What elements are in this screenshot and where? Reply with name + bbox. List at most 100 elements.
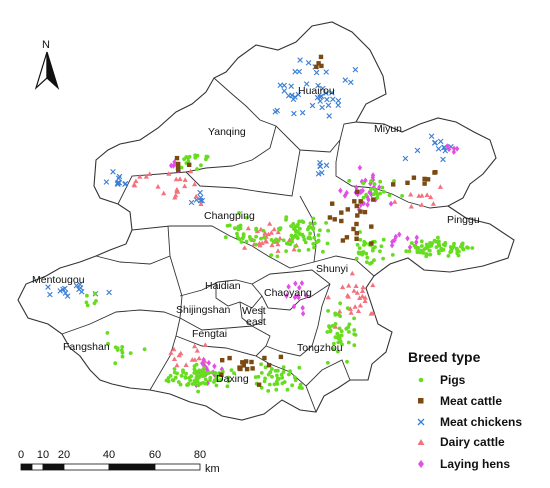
dairy-cattle-point (192, 343, 198, 349)
meat-cattle-point (358, 199, 363, 204)
laying-hens-point (171, 162, 176, 169)
pigs-point (210, 370, 214, 375)
pigs-point (184, 371, 189, 376)
pigs-point (303, 240, 308, 245)
scale-tick-40: 40 (103, 449, 115, 461)
dairy-cattle-point (419, 202, 425, 207)
dairy-cattle-point (262, 230, 268, 235)
pigs-point (390, 253, 395, 257)
meat-chickens-point (115, 180, 121, 186)
meat-cattle-point (344, 235, 350, 240)
laying-hens-point (212, 363, 217, 370)
meat-cattle-point (314, 64, 319, 69)
pigs-point (336, 349, 340, 354)
meat-cattle-point (358, 209, 363, 214)
legend-item-meat-cattle: Meat cattle (418, 394, 502, 408)
label-shunyi: Shunyi (316, 263, 348, 275)
pigs-point (190, 382, 195, 386)
pigs-point (404, 249, 409, 254)
meat-chickens-point (47, 291, 53, 298)
legend-item-pigs: Pigs (418, 373, 466, 387)
laying-hens-point (206, 359, 211, 366)
meat-cattle-point (425, 177, 431, 182)
pigs-point (352, 343, 357, 348)
pigs-point (373, 239, 377, 244)
pigs-point (311, 242, 316, 246)
laying-hens-point (389, 242, 395, 249)
pigs-point (247, 235, 252, 239)
pigs-point (340, 342, 344, 347)
dairy-cattle-point (166, 171, 172, 176)
pigs-point (212, 378, 217, 383)
meat-chickens-point (188, 199, 195, 206)
pigs-point (253, 375, 258, 379)
pigs-point (239, 240, 244, 244)
dairy-cattle-point (268, 230, 274, 235)
pigs-point (373, 245, 377, 250)
meat-cattle-point (318, 54, 324, 60)
pigs-point (424, 242, 429, 247)
pigs-point (428, 252, 433, 257)
pigs-point (254, 234, 258, 239)
dairy-cattle-point (173, 176, 179, 182)
pigs-point (263, 376, 267, 381)
meat-chickens-point (319, 169, 325, 176)
meat-chickens-point (348, 79, 354, 86)
pigs-point (244, 215, 249, 220)
pigs-point (300, 386, 304, 390)
pigs-point (339, 329, 344, 334)
meat-chickens-point (323, 162, 330, 169)
meat-chickens-point (299, 109, 306, 116)
pigs-point (261, 228, 266, 233)
meat-chickens-point (335, 102, 341, 108)
label-east: east (246, 316, 266, 328)
pigs-point (285, 387, 290, 392)
dairy-cattle-point (168, 350, 174, 355)
meat-chickens-point (297, 57, 303, 63)
pigs-point (172, 370, 177, 375)
pigs-point (287, 372, 291, 377)
pigs-point (410, 241, 414, 245)
pigs-point (379, 244, 384, 249)
meat-chickens-point (320, 85, 326, 92)
pigs-point (380, 185, 385, 190)
district-labels: Huairou Miyun Yanqing Changping Pinggu S… (32, 85, 480, 385)
laying-hens-point (393, 233, 398, 240)
pigs-point (352, 328, 357, 332)
pigs-point (338, 314, 342, 318)
pigs-point (357, 251, 361, 256)
dairy-cattle-point (352, 304, 358, 309)
pigs-point (259, 236, 263, 241)
pigs-point (293, 244, 298, 249)
pigs-point (241, 234, 246, 239)
meat-chickens-point (428, 133, 435, 139)
pigs-point (419, 239, 424, 244)
pigs-point (278, 226, 283, 231)
label-changping: Changping (204, 210, 255, 222)
meat-cattle-point (176, 167, 181, 172)
dairy-cattle-point (177, 176, 183, 181)
laying-hens-point (172, 159, 177, 166)
dairy-cattle-point (275, 229, 281, 235)
meat-chickens-point (62, 290, 69, 296)
pigs-point (301, 234, 306, 239)
meat-chickens-point (309, 102, 316, 109)
meat-cattle-point (220, 358, 225, 363)
meat-chickens-point (277, 82, 284, 88)
scale-tick-60: 60 (149, 449, 161, 461)
pigs-point (220, 369, 225, 374)
pigs-point (434, 240, 439, 244)
pigs-point (369, 179, 373, 184)
pigs-point (227, 223, 232, 228)
meat-chickens-point (292, 68, 298, 75)
meat-chickens-point (291, 110, 297, 117)
meat-chickens-point (288, 83, 294, 89)
meat-chickens-point (315, 82, 321, 89)
pigs-point (226, 379, 231, 383)
pigs-point (326, 360, 330, 365)
pigs-point (232, 371, 236, 375)
dairy-cattle-point (437, 184, 443, 189)
pigs-point (195, 167, 200, 171)
pigs-point (214, 383, 219, 388)
